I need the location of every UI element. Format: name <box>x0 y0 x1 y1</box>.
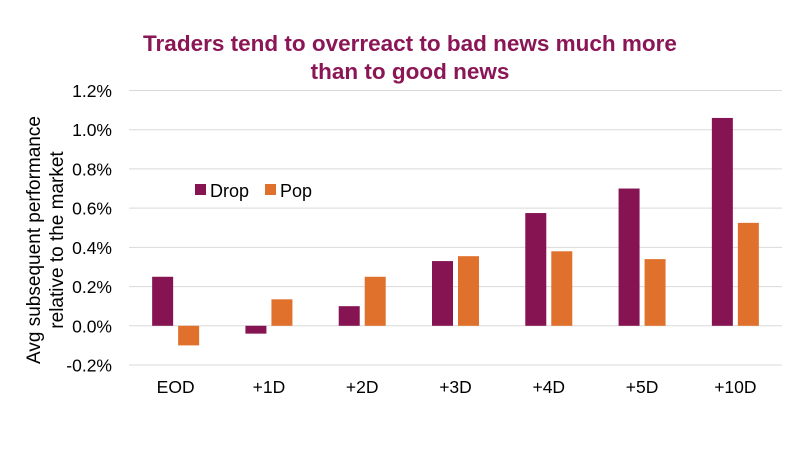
y-axis-label-line-2: relative to the market <box>47 151 68 329</box>
bar-drop-plus-1d <box>245 325 267 334</box>
bar-drop-eod <box>152 276 174 326</box>
y-tick-label: 1.2% <box>72 81 112 101</box>
bar-pop-plus-4d <box>551 251 573 326</box>
chart-title: Traders tend to overreact to bad news mu… <box>0 30 812 86</box>
legend-swatch-drop <box>195 184 206 195</box>
bar-drop-plus-4d <box>525 213 547 326</box>
x-tick-label: +1D <box>253 377 286 397</box>
legend-swatch-pop <box>265 184 276 195</box>
x-tick-label: EOD <box>157 377 195 397</box>
bar-pop-plus-10d <box>737 222 759 326</box>
y-tick-label: 0.4% <box>72 238 112 258</box>
y-axis-label-line-1: Avg subsequent performance <box>24 116 45 364</box>
x-tick-label: +4D <box>532 377 565 397</box>
bar-pop-eod <box>178 325 200 346</box>
legend-label-drop: Drop <box>210 181 249 201</box>
x-tick-label: +5D <box>626 377 659 397</box>
bar-pop-plus-1d <box>271 299 293 326</box>
legend-label-pop: Pop <box>280 181 312 201</box>
gridlines <box>129 90 782 366</box>
y-tick-label: 1.0% <box>72 120 112 140</box>
y-tick-label: 0.6% <box>72 199 112 219</box>
bars <box>152 117 759 346</box>
bar-drop-plus-10d <box>711 117 733 326</box>
legend: Drop Pop <box>195 181 312 201</box>
y-tick-label: 0.8% <box>72 159 112 179</box>
x-tick-label: +10D <box>714 377 756 397</box>
bar-drop-plus-3d <box>432 261 453 326</box>
bar-pop-plus-2d <box>364 276 386 326</box>
bar-drop-plus-2d <box>338 306 360 326</box>
x-tick-labels: EOD +1D +2D +3D +4D +5D +10D <box>157 377 757 397</box>
bar-pop-plus-3d <box>458 256 479 326</box>
x-tick-label: +2D <box>346 377 379 397</box>
y-tick-label: -0.2% <box>66 356 112 376</box>
bar-drop-plus-5d <box>618 188 640 326</box>
chart-title-line-2: than to good news <box>310 59 510 84</box>
y-tick-label: 0.0% <box>72 316 112 336</box>
bar-pop-plus-5d <box>644 259 666 326</box>
y-axis-label: Avg subsequent performance relative to t… <box>24 116 68 364</box>
y-tick-labels: -0.2% 0.0% 0.2% 0.4% 0.6% 0.8% 1.0% 1.2% <box>66 81 112 376</box>
x-tick-label: +3D <box>439 377 472 397</box>
y-tick-label: 0.2% <box>72 277 112 297</box>
chart-title-line-1: Traders tend to overreact to bad news mu… <box>143 31 677 56</box>
